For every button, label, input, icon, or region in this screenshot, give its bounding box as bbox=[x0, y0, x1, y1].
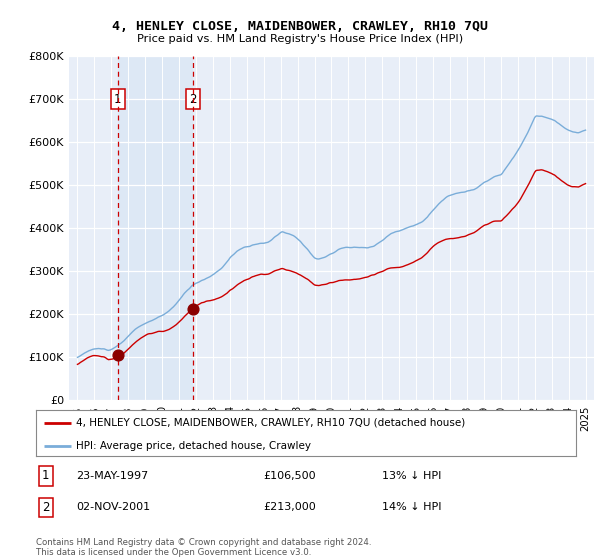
Text: Price paid vs. HM Land Registry's House Price Index (HPI): Price paid vs. HM Land Registry's House … bbox=[137, 34, 463, 44]
Text: 2: 2 bbox=[190, 92, 197, 105]
Text: 4, HENLEY CLOSE, MAIDENBOWER, CRAWLEY, RH10 7QU (detached house): 4, HENLEY CLOSE, MAIDENBOWER, CRAWLEY, R… bbox=[77, 418, 466, 428]
Text: 14% ↓ HPI: 14% ↓ HPI bbox=[382, 502, 441, 512]
Text: 23-MAY-1997: 23-MAY-1997 bbox=[77, 471, 149, 481]
Text: £213,000: £213,000 bbox=[263, 502, 316, 512]
Text: 13% ↓ HPI: 13% ↓ HPI bbox=[382, 471, 441, 481]
Point bbox=[188, 304, 198, 313]
Text: 1: 1 bbox=[42, 469, 49, 482]
Text: Contains HM Land Registry data © Crown copyright and database right 2024.
This d: Contains HM Land Registry data © Crown c… bbox=[36, 538, 371, 557]
Text: HPI: Average price, detached house, Crawley: HPI: Average price, detached house, Craw… bbox=[77, 441, 311, 451]
Text: 4, HENLEY CLOSE, MAIDENBOWER, CRAWLEY, RH10 7QU: 4, HENLEY CLOSE, MAIDENBOWER, CRAWLEY, R… bbox=[112, 20, 488, 32]
Bar bbox=[118, 56, 193, 400]
Text: 02-NOV-2001: 02-NOV-2001 bbox=[77, 502, 151, 512]
Text: £106,500: £106,500 bbox=[263, 471, 316, 481]
Point bbox=[113, 350, 122, 359]
Text: 1: 1 bbox=[114, 92, 121, 105]
Text: 2: 2 bbox=[42, 501, 49, 514]
